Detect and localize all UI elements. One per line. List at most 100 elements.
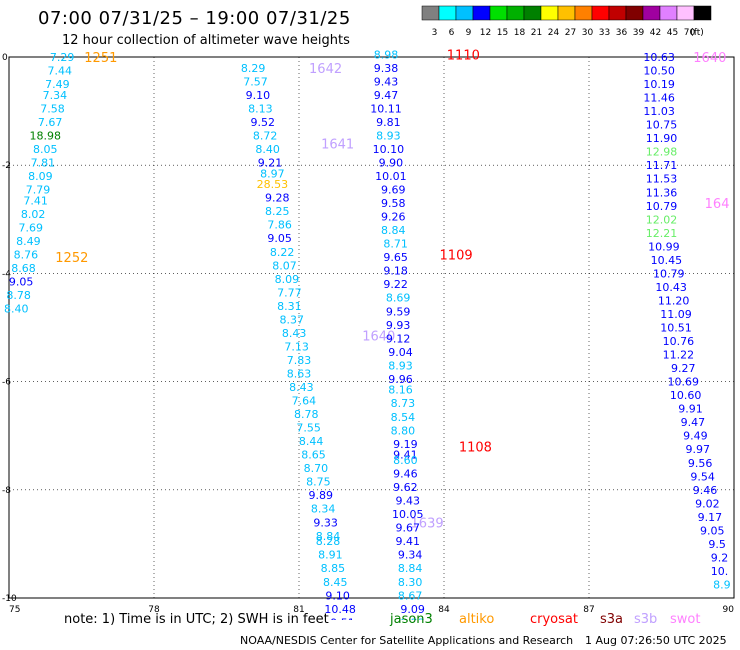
legend-unit: (ft) <box>690 28 704 38</box>
wave-height-value: 8.67 <box>398 589 423 602</box>
wave-height-value: 8.70 <box>304 462 329 475</box>
wave-height-value: 10.51 <box>660 322 692 335</box>
wave-height-value: 9.09 <box>400 603 425 616</box>
wave-height-value: 9.62 <box>393 481 418 494</box>
wave-height-value: 9.43 <box>396 495 421 508</box>
wave-height-value: 9.69 <box>381 184 406 197</box>
legend-label: 30 <box>582 28 594 38</box>
wave-height-value: 7.34 <box>43 89 68 102</box>
wave-height-value: 7.69 <box>19 221 44 234</box>
wave-height-value: 7.29 <box>50 51 75 64</box>
wave-height-value: 8.71 <box>383 238 408 251</box>
wave-height-value: 9.52 <box>251 116 276 129</box>
wave-height-value: 7.49 <box>45 78 70 91</box>
wave-height-value: 8.78 <box>294 408 319 421</box>
pass-number-label: 1639 <box>411 516 444 531</box>
wave-height-value: 8.80 <box>391 424 416 437</box>
wave-height-value: 8.60 <box>393 454 418 467</box>
wave-height-value: 9.65 <box>383 251 408 264</box>
wave-height-value: 10.76 <box>663 335 695 348</box>
wave-height-value: 10.69 <box>668 376 700 389</box>
wave-height-value: 8.65 <box>301 449 326 462</box>
wave-height-value: 11.46 <box>643 92 675 105</box>
wave-height-value: 10.19 <box>643 78 675 91</box>
wave-height-value: 9.58 <box>381 197 406 210</box>
wave-height-value: 8.40 <box>4 303 29 316</box>
wave-height-value: 9.49 <box>683 430 708 443</box>
wave-height-value: 8.05 <box>33 143 58 156</box>
wave-height-value: 11.22 <box>663 349 695 362</box>
wave-height-value: 8.72 <box>253 129 278 142</box>
wave-height-value: 8.84 <box>381 224 406 237</box>
wave-height-value: 10.50 <box>643 65 675 78</box>
legend-swatch <box>693 5 712 21</box>
lat-tick-label: -10 <box>2 594 17 604</box>
wave-height-value: 8.13 <box>248 102 273 115</box>
legend-label: 15 <box>497 28 508 38</box>
wave-height-value: 9.10 <box>246 89 271 102</box>
wave-height-value: 7.13 <box>284 340 309 353</box>
wave-height-value: 8.43 <box>282 327 307 340</box>
wave-height-value: 9.28 <box>265 192 290 205</box>
mission-name: jason3 <box>390 612 433 627</box>
wave-height-value: 8.44 <box>299 435 324 448</box>
wave-height-value: 9.33 <box>313 516 338 529</box>
lon-tick-label: 75 <box>9 605 20 615</box>
wave-height-value: 8.07 <box>272 259 297 272</box>
wave-height-value: 8.02 <box>21 208 46 221</box>
map-frame <box>8 56 735 599</box>
wave-height-value: 7.77 <box>277 286 302 299</box>
wave-height-value: 10.48 <box>324 603 356 616</box>
wave-height-value: 8.40 <box>255 143 280 156</box>
wave-height-value: 10.99 <box>648 240 680 253</box>
wave-height-value: 9.89 <box>309 489 334 502</box>
wave-height-value: 9.18 <box>383 265 408 278</box>
wave-height-value: 9.97 <box>686 443 711 456</box>
wave-height-value: 10. <box>711 565 729 578</box>
page-title: 07:00 07/31/25 – 19:00 07/31/25 <box>38 8 351 29</box>
wave-height-value: 9.46 <box>393 468 418 481</box>
legend-label: 21 <box>531 28 542 38</box>
wave-height-value: 8.37 <box>280 313 305 326</box>
pass-number-label: 1640 <box>693 51 726 66</box>
mission-name: s3a <box>600 612 624 627</box>
wave-height-value: 9.2 <box>711 551 729 564</box>
lon-tick-label: 90 <box>723 605 735 615</box>
mission-name: altiko <box>459 612 495 627</box>
legend-label: 12 <box>480 28 491 38</box>
pass-number-label: 1641 <box>321 138 354 153</box>
wave-height-value: 8.97 <box>260 167 285 180</box>
wave-height-value: 7.67 <box>38 116 63 129</box>
wave-height-value: 8.49 <box>16 235 41 248</box>
legend-label: 45 <box>667 28 678 38</box>
wave-height-value: 9.47 <box>374 89 399 102</box>
pass-number-label: 1108 <box>459 441 492 456</box>
pass-number-label: 1109 <box>440 248 473 263</box>
wave-height-value: 10.01 <box>375 170 407 183</box>
wave-height-value: 8.28 <box>316 535 341 548</box>
wave-height-value: 10.63 <box>643 51 675 64</box>
legend-label: 18 <box>514 28 526 38</box>
lat-tick-label: -8 <box>2 486 11 496</box>
wave-height-map: 75 78 81 84 87 90 0 -2 -4 -6 -8 -10 7.297.447.497.34… <box>2 48 735 620</box>
pass-number-label: 1110 <box>447 48 480 63</box>
wave-height-value: 9.02 <box>695 497 720 510</box>
mission-name: s3b <box>634 612 658 627</box>
wave-height-value: 7.86 <box>267 219 292 232</box>
wave-height-value: 8.84 <box>316 530 341 543</box>
wave-height-value: 7.79 <box>26 184 51 197</box>
wave-height-value: 9.46 <box>693 484 718 497</box>
wave-height-value: 10.79 <box>646 200 678 213</box>
wave-height-value: 7.44 <box>48 65 73 78</box>
wave-height-value: 7.55 <box>296 422 321 435</box>
wave-height-value: 8.85 <box>321 562 346 575</box>
wave-height-value: 18.98 <box>30 129 62 142</box>
page-subtitle: 12 hour collection of altimeter wave hei… <box>62 33 350 48</box>
mission-name: cryosat <box>530 612 578 627</box>
wave-height-value: 9.10 <box>325 589 350 602</box>
wave-height-value: 8.84 <box>398 562 423 575</box>
wave-height-value: 11.09 <box>660 308 692 321</box>
wave-height-value: 9.04 <box>388 346 413 359</box>
wave-height-value: 10.10 <box>373 143 405 156</box>
footer-timestamp: 1 Aug 07:26:50 UTC 2025 <box>585 634 727 647</box>
